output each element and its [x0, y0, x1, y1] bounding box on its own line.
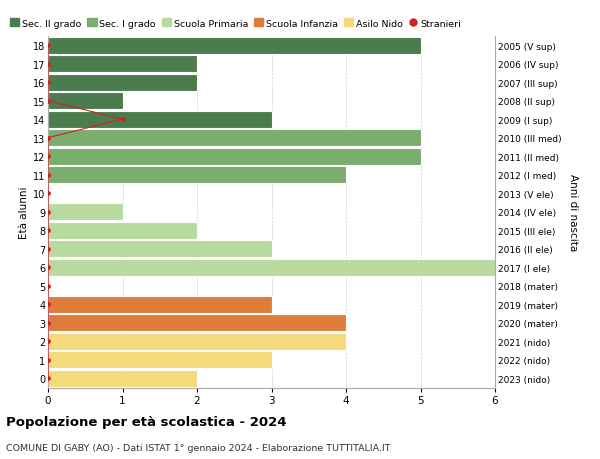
Bar	[48, 148, 421, 165]
Point	[43, 375, 53, 382]
Bar	[48, 167, 346, 184]
Legend: Sec. II grado, Sec. I grado, Scuola Primaria, Scuola Infanzia, Asilo Nido, Stran: Sec. II grado, Sec. I grado, Scuola Prim…	[10, 19, 461, 28]
Point	[43, 283, 53, 290]
Bar	[48, 259, 495, 276]
Bar	[48, 74, 197, 91]
Point	[43, 246, 53, 253]
Bar	[48, 370, 197, 387]
Bar	[48, 112, 271, 129]
Point	[43, 134, 53, 142]
Point	[43, 42, 53, 50]
Point	[43, 153, 53, 161]
Bar	[48, 93, 122, 110]
Bar	[48, 38, 421, 55]
Point	[43, 61, 53, 68]
Point	[43, 190, 53, 197]
Point	[43, 172, 53, 179]
Point	[43, 79, 53, 87]
Bar	[48, 241, 271, 258]
Point	[43, 301, 53, 308]
Bar	[48, 315, 346, 332]
Point	[43, 357, 53, 364]
Y-axis label: Anni di nascita: Anni di nascita	[568, 174, 578, 251]
Y-axis label: Età alunni: Età alunni	[19, 186, 29, 239]
Bar	[48, 333, 346, 350]
Point	[43, 227, 53, 235]
Bar	[48, 222, 197, 239]
Text: COMUNE DI GABY (AO) - Dati ISTAT 1° gennaio 2024 - Elaborazione TUTTITALIA.IT: COMUNE DI GABY (AO) - Dati ISTAT 1° genn…	[6, 443, 391, 452]
Text: Popolazione per età scolastica - 2024: Popolazione per età scolastica - 2024	[6, 415, 287, 428]
Bar	[48, 56, 197, 73]
Bar	[48, 130, 421, 147]
Bar	[48, 204, 122, 221]
Point	[43, 98, 53, 105]
Point	[43, 338, 53, 345]
Point	[43, 208, 53, 216]
Bar	[48, 352, 271, 369]
Point	[118, 116, 127, 123]
Point	[43, 264, 53, 271]
Point	[43, 319, 53, 327]
Bar	[48, 296, 271, 313]
